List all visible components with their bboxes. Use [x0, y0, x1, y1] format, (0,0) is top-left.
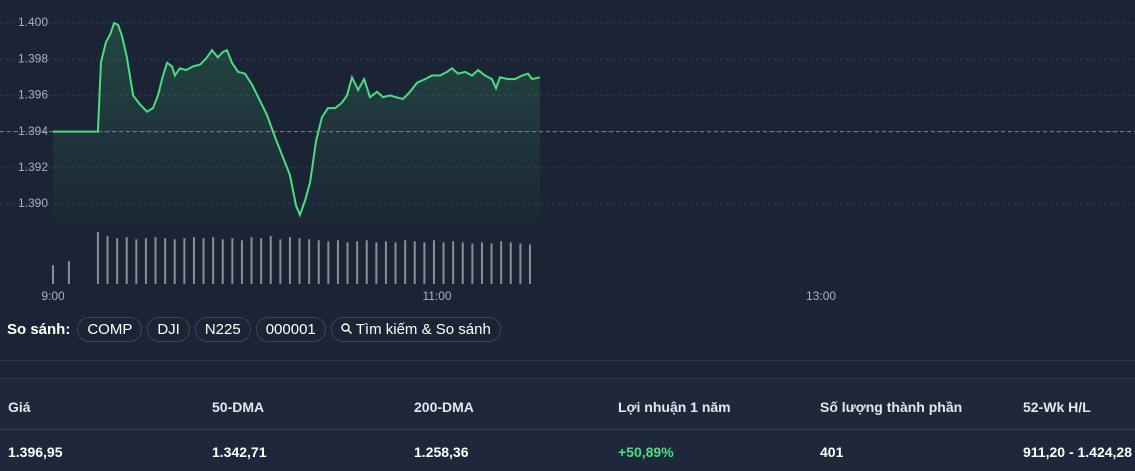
volume-bar [336, 240, 339, 284]
volume-bar [67, 261, 70, 284]
volume-bar [365, 240, 368, 284]
volume-bar [490, 243, 493, 284]
volume-bar [500, 241, 503, 284]
compare-chip[interactable]: N225 [194, 317, 251, 342]
volume-bar [221, 239, 224, 284]
chart: 1.400 1.398 1.396 1.394 1.392 1.390 9:00 11:00 1… [0, 15, 1135, 303]
volume-bar [509, 242, 512, 284]
stat-header: 200-DMA [414, 399, 474, 415]
y-tick-label: 1.398 [18, 51, 48, 65]
volume-bar [375, 242, 378, 284]
compare-chip[interactable]: DJI [147, 317, 190, 342]
stat-header: Lợi nhuận 1 năm [618, 399, 731, 415]
volume-bar [212, 237, 215, 284]
volume-bar [394, 242, 397, 284]
volume-bar [192, 237, 195, 284]
compare-label: So sánh: [7, 321, 71, 338]
search-button[interactable]: Tìm kiếm & So sánh [330, 317, 501, 342]
volume-bar [116, 238, 119, 284]
volume-bar [480, 242, 483, 284]
volume-bar [135, 239, 138, 284]
compare-chip[interactable]: COMP [77, 317, 143, 342]
volume-bar [125, 237, 128, 284]
volume-bar [279, 239, 282, 284]
price-line [53, 21, 541, 218]
separator [0, 360, 1135, 361]
compare-chip[interactable]: 000001 [255, 317, 326, 342]
volume-bar [432, 240, 435, 284]
stats-table: Giá 1.396,95 50-DMA 1.342,71 200-DMA 1.258,36… [0, 378, 1135, 471]
volume-bar [164, 238, 167, 284]
volume-bar [144, 238, 147, 284]
volume-bar [240, 240, 243, 284]
stat-header: 50-DMA [212, 399, 265, 415]
y-tick-label: 1.394 [18, 124, 48, 138]
volume-bar [173, 239, 176, 284]
stat-value: 1.258,36 [414, 444, 469, 460]
y-tick-label: 1.392 [18, 160, 48, 174]
volume-bar [308, 239, 311, 284]
volume-bar [288, 237, 291, 284]
row-divider [0, 429, 1135, 430]
volume-bar [413, 241, 416, 284]
stat-value: 1.396,95 [8, 444, 63, 460]
volume-bar [404, 240, 407, 284]
stat-header: Số lượng thành phần [820, 399, 963, 415]
y-tick-label: 1.396 [18, 88, 48, 102]
volume-bar [231, 238, 234, 284]
volume-bar [260, 238, 263, 284]
volume-bar [452, 241, 455, 284]
volume-bar [471, 243, 474, 284]
volume-bar [269, 236, 272, 284]
volume-bar [423, 242, 426, 284]
volume-bar [384, 241, 387, 284]
search-label: Tìm kiếm & So sánh [355, 321, 491, 338]
compare-bar: So sánh: COMP DJI N225 000001 Tìm kiếm & So … [7, 317, 501, 342]
volume-bar [298, 238, 301, 284]
y-tick-label: 1.400 [18, 15, 48, 29]
volume-bar [356, 241, 359, 284]
volume-bar [154, 237, 157, 284]
volume-bar [96, 232, 99, 284]
volume-bar [183, 238, 186, 284]
volume-bar [519, 243, 522, 284]
stat-value: 911,20 - 1.424,28 [1023, 444, 1132, 460]
stat-value: 1.342,71 [212, 444, 267, 460]
x-tick-label: 13:00 [806, 289, 836, 303]
volume-bar [202, 238, 205, 284]
volume-bar [52, 265, 54, 284]
stat-header: 52-Wk H/L [1023, 399, 1091, 415]
x-tick-label: 9:00 [41, 289, 65, 303]
volume-bar [327, 241, 330, 284]
search-icon [341, 323, 352, 334]
stat-value: 401 [820, 444, 844, 460]
stat-header: Giá [8, 399, 31, 415]
stat-value: +50,89% [618, 444, 674, 460]
x-tick-label: 11:00 [422, 289, 451, 303]
area-fill [53, 23, 540, 223]
volume-bar [528, 244, 531, 284]
volume-bar [106, 236, 109, 284]
volume-bar [317, 240, 320, 284]
volume-bar [461, 242, 464, 284]
volume-bar [442, 242, 445, 284]
volume-bar [250, 237, 253, 284]
volume-bar [346, 242, 349, 284]
y-tick-label: 1.390 [18, 196, 48, 210]
